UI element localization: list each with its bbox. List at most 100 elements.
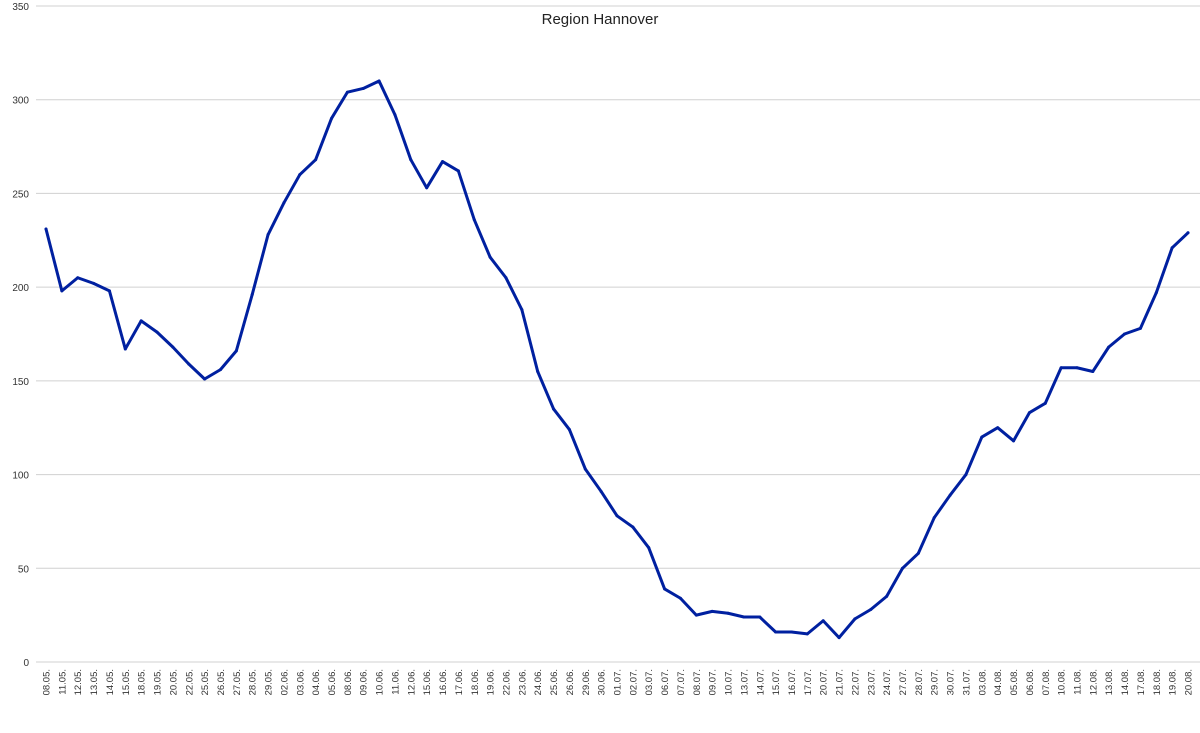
x-tick-label: 04.06. [311,669,322,695]
data-point [456,169,460,173]
x-tick-label: 29.07. [930,669,941,695]
data-point [552,407,556,411]
data-point [805,632,809,636]
x-tick-label: 07.07. [676,669,687,695]
x-tick-label: 06.08. [1025,669,1036,695]
x-tick-label: 10.08. [1057,669,1068,695]
data-point [1059,366,1063,370]
data-point [1170,246,1174,250]
x-tick-label: 19.06. [486,669,497,695]
x-tick-label: 17.08. [1136,669,1147,695]
data-point [932,516,936,520]
x-tick-label: 15.06. [422,669,433,695]
data-point [710,609,714,613]
data-point [218,368,222,372]
x-tick-label: 13.08. [1104,669,1115,695]
x-tick-label: 29.05. [264,669,275,695]
x-tick-label: 26.06. [565,669,576,695]
y-tick-label: 150 [12,377,29,388]
data-point [726,611,730,615]
x-tick-label: 05.08. [1009,669,1020,695]
data-point [758,615,762,619]
x-tick-label: 25.05. [200,669,211,695]
data-point [314,158,318,162]
data-point [44,227,48,231]
x-tick-label: 10.06. [375,669,386,695]
data-point [171,345,175,349]
data-point [1043,401,1047,405]
data-point [901,566,904,570]
data-point [425,186,429,190]
y-tick-label: 250 [12,189,29,200]
data-point [1107,345,1111,349]
x-tick-label: 23.07. [866,669,877,695]
data-point [234,349,238,353]
data-point [678,596,682,600]
data-point [1075,366,1079,370]
data-point [377,79,381,83]
data-point [615,514,619,518]
data-point [869,608,873,612]
data-point [996,426,1000,430]
x-tick-label: 12.06. [406,669,417,695]
data-point [1123,332,1127,336]
data-point [837,636,841,640]
x-tick-label: 20.08. [1184,669,1195,695]
data-point [964,473,968,477]
data-point [821,619,825,623]
data-point [583,467,587,471]
data-point [520,308,524,312]
x-tick-label: 18.05. [137,669,148,695]
data-point [631,525,635,529]
data-point [155,330,159,334]
x-tick-label: 10.07. [724,669,735,695]
data-point [282,201,286,205]
x-tick-label: 30.07. [946,669,957,695]
gridlines [36,5,1200,663]
x-tick-label: 05.06. [327,669,338,695]
data-point [1154,291,1158,295]
x-tick-label: 19.08. [1168,669,1179,695]
data-point [107,289,111,293]
series-layer [44,79,1190,640]
data-point [203,377,207,381]
x-tick-label: 09.07. [708,669,719,695]
data-point [187,362,191,366]
x-tick-label: 02.06. [279,669,290,695]
x-tick-label: 20.07. [819,669,830,695]
data-point [488,255,492,259]
x-tick-label: 30.06. [597,669,608,695]
data-point [774,630,778,634]
data-point [980,435,984,439]
x-tick-label: 29.06. [581,669,592,695]
x-tick-label: 12.08. [1088,669,1099,695]
x-tick-label: 19.05. [153,669,164,695]
x-tick-label: 17.06. [454,669,465,695]
y-axis-ticks: 0 50 100 150 200 250 300 350 [12,2,29,669]
x-tick-label: 01.07. [613,669,624,695]
y-tick-label: 0 [23,658,29,669]
x-tick-label: 14.08. [1120,669,1131,695]
x-tick-label: 03.06. [295,669,306,695]
y-tick-label: 200 [12,283,29,294]
y-tick-label: 100 [12,471,29,482]
x-tick-label: 04.08. [993,669,1004,695]
data-point [345,90,349,94]
x-tick-label: 23.06. [517,669,528,695]
data-point [266,233,270,237]
x-tick-label: 24.07. [882,669,893,695]
data-point [789,630,793,634]
x-tick-label: 22.05. [184,669,195,695]
data-point [916,551,920,555]
data-point [250,293,254,297]
x-tick-label: 18.06. [470,669,481,695]
x-tick-label: 08.05. [42,669,53,695]
x-tick-label: 12.05. [73,669,84,695]
data-point [853,617,857,621]
x-tick-label: 16.07. [787,669,798,695]
data-point [536,369,540,373]
x-tick-label: 15.07. [771,669,782,695]
data-point [393,113,397,117]
